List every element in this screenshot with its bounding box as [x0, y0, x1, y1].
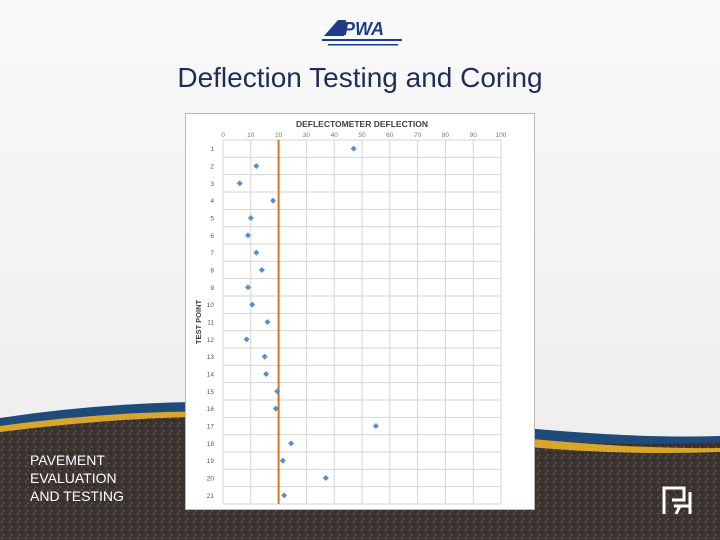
- data-point: [372, 423, 379, 429]
- data-point: [279, 457, 286, 464]
- x-tick-label: 100: [496, 132, 507, 139]
- corner-brand-icon: [662, 486, 692, 515]
- apwa-logo: APWA: [322, 19, 402, 46]
- y-tick-label: 12: [207, 337, 215, 344]
- x-tick-label: 30: [303, 132, 311, 139]
- data-point: [261, 353, 268, 360]
- x-tick-label: 90: [470, 132, 478, 139]
- x-tick-label: 60: [386, 132, 394, 139]
- y-tick-label: 11: [207, 320, 214, 327]
- x-tick-label: 50: [358, 132, 366, 139]
- x-tick-label: 20: [275, 132, 283, 139]
- y-tick-label: 14: [207, 372, 215, 379]
- data-point: [264, 319, 271, 325]
- y-tick-label: 15: [207, 389, 215, 396]
- slide-title: Deflection Testing and Coring: [177, 62, 543, 93]
- y-tick-label: 20: [207, 476, 215, 483]
- data-point: [253, 249, 260, 256]
- apwa-logo-mark: APWA: [322, 19, 402, 46]
- y-tick-label: 4: [210, 198, 214, 205]
- data-point: [243, 336, 250, 343]
- data-point: [236, 180, 243, 187]
- data-point: [245, 232, 252, 239]
- y-tick-label: 18: [207, 441, 215, 448]
- y-tick-label: 17: [207, 424, 215, 431]
- y-tick-label: 9: [210, 285, 214, 292]
- y-tick-label: 21: [207, 493, 215, 500]
- chart-canvas: DEFLECTOMETER DEFLECTION 0 10 20 30 40 50 60 70 8…: [194, 119, 507, 505]
- data-point: [263, 371, 270, 377]
- data-point: [281, 492, 288, 499]
- y-tick-label: 6: [210, 233, 214, 240]
- footer-section-label: PAVEMENT EVALUATION AND TESTING: [30, 451, 170, 505]
- data-point: [249, 301, 256, 308]
- footer-line-1: PAVEMENT: [30, 452, 105, 468]
- data-point: [270, 197, 277, 204]
- y-tick-label: 13: [207, 354, 215, 361]
- x-tick-label: 80: [442, 132, 450, 139]
- footer-line-3: AND TESTING: [30, 488, 124, 504]
- y-tick-label: 7: [210, 250, 214, 257]
- chart-title: DEFLECTOMETER DEFLECTION: [296, 119, 428, 129]
- x-tick-label: 0: [221, 132, 225, 139]
- data-point: [288, 440, 295, 447]
- data-point: [258, 267, 265, 273]
- y-tick-label: 10: [207, 302, 215, 309]
- data-point: [245, 284, 252, 291]
- data-point: [247, 215, 254, 221]
- data-point: [350, 145, 357, 152]
- y-tick-label: 8: [210, 268, 214, 275]
- deflection-chart: DEFLECTOMETER DEFLECTION 0 10 20 30 40 50 60 70 8…: [185, 113, 535, 510]
- y-tick-label: 19: [207, 458, 215, 465]
- y-tick-label: 3: [210, 181, 214, 188]
- x-tick-label: 70: [414, 132, 422, 139]
- x-tick-label: 40: [331, 132, 339, 139]
- data-point: [274, 388, 281, 395]
- y-tick-label: 2: [210, 164, 214, 171]
- y-tick-label: 16: [207, 406, 215, 413]
- data-point: [322, 475, 329, 481]
- y-tick-label: 5: [210, 216, 214, 223]
- data-point: [253, 163, 260, 169]
- y-tick-label: 1: [210, 146, 214, 153]
- svg-text:APWA: APWA: [329, 19, 384, 39]
- data-point: [272, 405, 279, 412]
- x-tick-label: 10: [247, 132, 255, 139]
- footer-line-2: EVALUATION: [30, 470, 117, 486]
- y-axis-label: TEST POINT: [194, 299, 203, 344]
